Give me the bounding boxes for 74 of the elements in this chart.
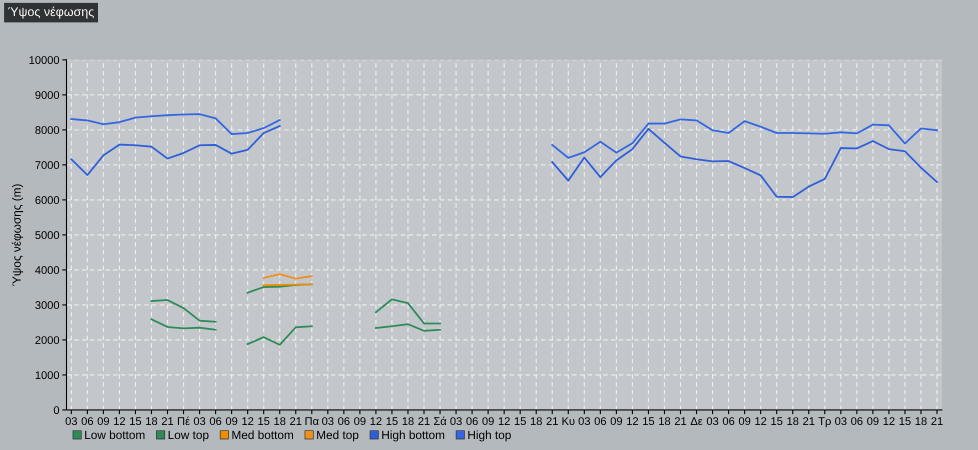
x-tick-label: 03 bbox=[706, 417, 718, 426]
x-tick-label: 03 bbox=[450, 417, 462, 426]
x-tick-label: 03 bbox=[578, 417, 590, 426]
x-tick-label: 15 bbox=[386, 417, 398, 426]
legend-label: Low bottom bbox=[85, 430, 144, 440]
x-tick-label: 21 bbox=[546, 417, 558, 425]
x-tick-label: 18 bbox=[146, 417, 158, 426]
legend-label: Low top bbox=[168, 430, 209, 442]
x-tick-label: 18 bbox=[530, 417, 542, 426]
x-tick-label: 06 bbox=[851, 417, 863, 426]
x-tick-label: Κυ bbox=[562, 417, 574, 426]
y-tick-label: 3000 bbox=[35, 301, 60, 310]
x-tick-label: 09 bbox=[98, 417, 110, 426]
x-tick-label: 21 bbox=[931, 417, 943, 425]
y-tick-label: 6000 bbox=[35, 196, 60, 204]
y-tick-label: 8000 bbox=[35, 126, 60, 134]
x-tick-label: 15 bbox=[130, 417, 142, 426]
legend-label: Med top bbox=[317, 430, 358, 442]
x-tick-label: 15 bbox=[643, 417, 654, 426]
y-tick-label: 7000 bbox=[35, 161, 60, 170]
x-tick-label: 03 bbox=[194, 417, 206, 426]
x-tick-label: 18 bbox=[787, 417, 798, 426]
x-tick-label: 09 bbox=[354, 417, 366, 426]
x-tick-label: 09 bbox=[610, 417, 622, 426]
x-tick-label: 09 bbox=[867, 417, 879, 426]
y-tick-label: 9000 bbox=[35, 91, 60, 99]
x-tick-label: 12 bbox=[627, 417, 638, 425]
x-tick-label: 12 bbox=[755, 417, 766, 425]
x-tick-label: 06 bbox=[82, 417, 94, 426]
x-tick-label: 15 bbox=[900, 417, 911, 426]
x-tick-label: 21 bbox=[803, 417, 814, 425]
y-tick-label: 10000 bbox=[30, 56, 60, 64]
x-tick-label: 18 bbox=[659, 417, 670, 426]
x-tick-label: Σά bbox=[434, 416, 446, 426]
x-tick-label: 03 bbox=[835, 417, 847, 426]
x-tick-label: 12 bbox=[884, 417, 895, 425]
x-tick-label: 15 bbox=[258, 417, 270, 426]
x-tick-label: 21 bbox=[290, 417, 302, 425]
x-tick-label: 15 bbox=[514, 417, 526, 426]
x-tick-label: 12 bbox=[498, 417, 510, 425]
x-tick-label: 21 bbox=[674, 417, 686, 425]
y-tick-label: 2000 bbox=[35, 336, 60, 344]
x-tick-label: Δε bbox=[690, 417, 703, 426]
x-tick-label: 18 bbox=[916, 417, 927, 426]
legend-label: High bottom bbox=[382, 430, 444, 442]
chart-title: Ύψος νέφωσης bbox=[8, 6, 94, 19]
x-tick-label: 09 bbox=[738, 417, 750, 426]
x-tick-label: 09 bbox=[482, 417, 494, 426]
x-tick-label: 21 bbox=[418, 417, 430, 425]
x-tick-label: 06 bbox=[466, 417, 478, 426]
x-tick-label: 12 bbox=[242, 417, 254, 425]
legend-label: High top bbox=[468, 430, 511, 442]
y-tick-label: 1000 bbox=[36, 371, 60, 380]
x-tick-label: Πα bbox=[305, 417, 319, 426]
y-axis-title: Ύψος νέφωσης (m) bbox=[12, 184, 24, 286]
x-tick-label: Πέ bbox=[178, 416, 190, 426]
x-tick-label: 12 bbox=[370, 417, 382, 425]
y-tick-label: 4000 bbox=[35, 266, 60, 274]
x-tick-label: Τρ bbox=[818, 417, 831, 428]
x-tick-label: 21 bbox=[162, 417, 174, 425]
y-tick-label: 0 bbox=[54, 406, 60, 414]
legend-label: Med bottom bbox=[232, 430, 293, 440]
x-tick-label: 06 bbox=[210, 417, 222, 426]
x-tick-label: 06 bbox=[722, 417, 734, 426]
x-tick-label: 09 bbox=[226, 417, 238, 426]
x-tick-label: 15 bbox=[771, 417, 782, 426]
x-tick-label: 03 bbox=[66, 417, 78, 426]
x-tick-label: 06 bbox=[594, 417, 606, 426]
x-tick-label: 12 bbox=[114, 417, 126, 425]
y-tick-label: 5000 bbox=[35, 231, 60, 240]
x-tick-label: 03 bbox=[322, 417, 334, 426]
x-tick-label: 18 bbox=[402, 417, 414, 426]
x-tick-label: 06 bbox=[338, 417, 350, 426]
x-tick-label: 18 bbox=[274, 417, 286, 426]
